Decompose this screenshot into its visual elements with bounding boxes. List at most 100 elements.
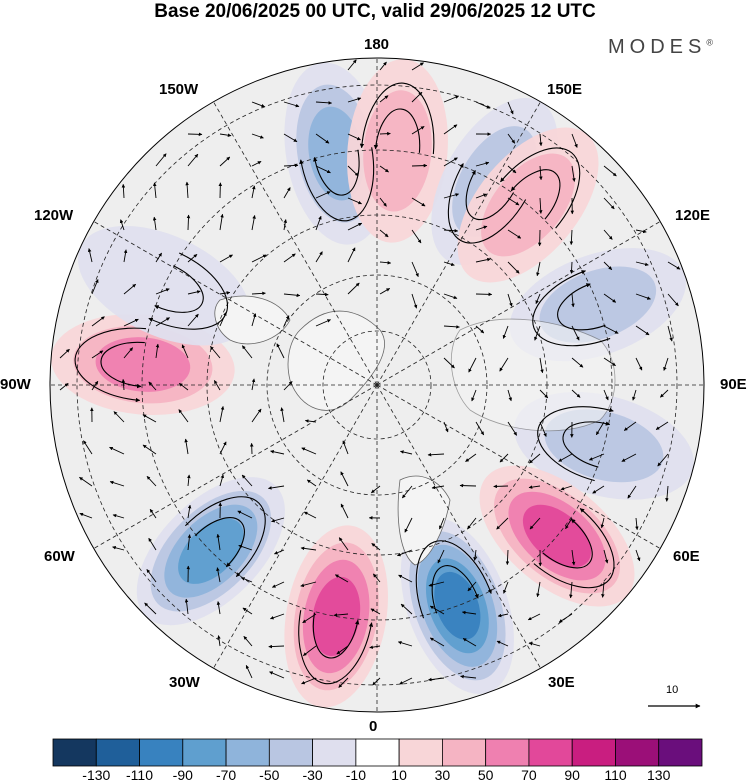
wind-arrow (59, 348, 70, 359)
colorbar-tick-label: -90 (172, 767, 193, 783)
colorbar-tick-label: -10 (345, 767, 367, 783)
wind-arrow (571, 389, 581, 398)
graticule (50, 58, 704, 712)
wind-arrow (603, 261, 613, 271)
wind-arrow (663, 357, 669, 371)
wind-arrow (379, 131, 391, 136)
latitude-circle (266, 274, 488, 496)
wind-arrow (219, 156, 231, 167)
wind-arrow (527, 613, 541, 621)
wind-arrow (79, 512, 93, 519)
land-siberia (450, 318, 616, 432)
wind-arrow (372, 573, 381, 583)
lon-label-120e: 120E (675, 207, 711, 224)
wind-arrow (155, 317, 170, 327)
wind-arrow (411, 163, 428, 168)
wind-arrow (146, 569, 157, 583)
land-arctic-islands (214, 295, 291, 345)
streamline (299, 147, 375, 222)
wind-arrow (529, 453, 541, 464)
wind-arrow (251, 215, 256, 231)
wind-arrow (571, 325, 580, 341)
circulation-contours (74, 82, 615, 685)
wind-arrow (571, 357, 584, 368)
wind-arrow (91, 316, 105, 327)
wind-arrow (528, 642, 541, 647)
colorbar-swatch (225, 738, 270, 767)
wind-arrow (300, 581, 317, 587)
streamline (537, 406, 614, 482)
streamline (532, 270, 611, 347)
wind-arrow (315, 319, 331, 327)
wind-arrow (558, 613, 573, 623)
colorbar-tick-label: 90 (564, 767, 580, 783)
wind-arrow (443, 421, 449, 433)
wind-arrow (411, 197, 426, 207)
wind-arrow (306, 479, 317, 487)
wind-arrow (123, 347, 134, 359)
wind-arrow (283, 315, 290, 327)
wind-arrow (283, 253, 296, 263)
wind-arrow (404, 517, 413, 533)
colorbar-swatch (52, 738, 97, 767)
colorbar-swatch (95, 738, 140, 767)
wind-arrow (379, 165, 389, 173)
wind-arrow (507, 389, 513, 402)
wind-arrow (283, 101, 300, 108)
wind-arrow (507, 293, 513, 307)
wind-arrow (251, 254, 267, 263)
wind-arrow (603, 165, 617, 177)
wind-arrow (571, 549, 576, 566)
wind-arrow (270, 450, 285, 455)
wind-arrow (315, 292, 329, 297)
wind-arrow (536, 581, 541, 598)
colorbar-swatch (658, 738, 703, 767)
wind-arrow (187, 290, 201, 295)
wind-arrow (475, 161, 490, 167)
wind-arrow (427, 677, 445, 682)
colorbar-tick-label: -30 (302, 767, 323, 783)
meridian-line (93, 221, 378, 386)
wind-arrow (315, 165, 331, 174)
map-title: Base 20/06/2025 00 UTC, valid 29/06/2025… (154, 1, 596, 22)
wind-arrow (528, 485, 541, 489)
colorbar-swatch (485, 738, 530, 767)
wind-arrow (411, 261, 419, 278)
wind-arrow (400, 603, 413, 615)
wind-arrow (113, 411, 125, 423)
wind-arrow (187, 474, 191, 487)
wind-arrow (459, 483, 477, 488)
wind-arrow (439, 517, 445, 530)
meridian-line (376, 221, 661, 386)
wind-arrow (539, 389, 549, 399)
wind-arrow (535, 293, 541, 305)
wind-arrow (379, 61, 387, 71)
wind-arrow (152, 216, 157, 231)
wind-arrow (216, 601, 221, 615)
wind-arrow (473, 549, 477, 561)
wind-arrow (181, 344, 189, 359)
wind-arrow (186, 214, 191, 231)
streamline (373, 108, 421, 153)
wind-arrow (242, 607, 253, 615)
streamline (447, 163, 527, 244)
wind-arrow (499, 453, 509, 463)
colorbar-labels: -130 -110 -90 -70 -50 -30 -10 10 30 50 70 90 110 130 (0, 768, 750, 783)
wind-arrow (243, 636, 253, 647)
wind-arrow (635, 517, 639, 531)
wind-arrow (635, 229, 647, 234)
wind-arrow (347, 133, 361, 141)
vector-scale-value: 10 (666, 684, 679, 696)
wind-arrow (268, 485, 285, 490)
wind-arrow (655, 421, 669, 430)
colorbar-swatch (139, 738, 184, 767)
streamline (312, 612, 360, 659)
wind-arrow (251, 185, 256, 199)
wind-arrow (475, 421, 485, 436)
colorbar-swatch (268, 738, 313, 767)
wind-arrow (216, 533, 221, 551)
streamline (154, 265, 204, 313)
wind-arrow (369, 645, 381, 649)
wind-arrow (507, 261, 520, 274)
